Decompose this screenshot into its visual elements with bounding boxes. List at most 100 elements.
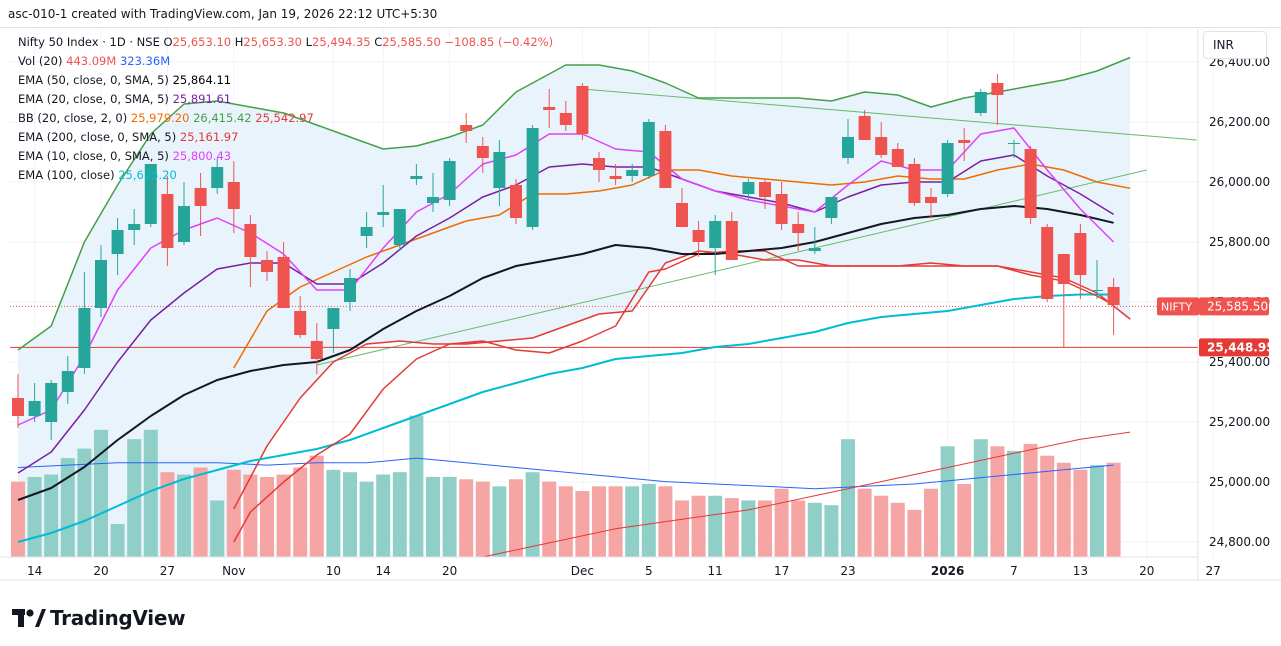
header-caption: asc-010-1 created with TradingView.com, … bbox=[8, 7, 438, 21]
legend-indicator-value: 25,979.20 bbox=[131, 111, 193, 125]
symbol-tag bbox=[1157, 297, 1199, 316]
volume-bar bbox=[1090, 465, 1104, 557]
volume-bar bbox=[210, 500, 225, 557]
tradingview-logo[interactable]: TradingView bbox=[12, 604, 186, 632]
candle-body bbox=[78, 308, 91, 368]
time-tick-label: 14 bbox=[27, 564, 42, 578]
volume-bar bbox=[1056, 462, 1071, 557]
volume-bar bbox=[60, 458, 75, 557]
candle-body bbox=[294, 311, 307, 335]
volume-bar bbox=[260, 476, 274, 557]
candle-body bbox=[227, 182, 240, 209]
candle-body bbox=[593, 158, 605, 170]
candle-body bbox=[277, 257, 290, 308]
volume-bar bbox=[924, 488, 938, 557]
candle-body bbox=[1008, 143, 1020, 144]
candle-body bbox=[12, 398, 24, 416]
legend-indicator-value: 25,800.43 bbox=[173, 149, 232, 163]
currency-selector-button[interactable]: INR bbox=[1203, 31, 1267, 59]
candle-body bbox=[161, 194, 174, 248]
legend-indicator-value: 25,161.97 bbox=[180, 130, 239, 144]
candle-body bbox=[991, 83, 1004, 95]
bb-upper-line bbox=[17, 56, 1131, 351]
candle-body bbox=[742, 182, 755, 194]
time-tick-label: 5 bbox=[645, 564, 653, 578]
time-tick-label: Dec bbox=[571, 564, 594, 578]
price-tick-label: 25,400.00 bbox=[1209, 355, 1270, 369]
legend-symbol: Nifty 50 Index · 1D · NSE bbox=[18, 35, 164, 49]
candle-body bbox=[526, 128, 539, 227]
price-tick-label: 26,000.00 bbox=[1209, 175, 1270, 189]
volume-bar bbox=[359, 481, 374, 557]
volume-bar bbox=[376, 474, 391, 557]
volume-bar bbox=[1040, 455, 1055, 557]
candle-body bbox=[244, 224, 257, 257]
candle-body bbox=[858, 116, 871, 140]
candle-body bbox=[344, 278, 356, 302]
hline-price-label: 25,448.95 bbox=[1207, 340, 1275, 354]
volume-bar bbox=[758, 500, 772, 557]
candle-body bbox=[261, 260, 273, 272]
candle-body bbox=[128, 224, 141, 230]
volume-bar bbox=[343, 472, 357, 557]
chart-header: asc-010-1 created with TradingView.com, … bbox=[0, 0, 1281, 28]
candle-body bbox=[941, 143, 954, 194]
candle-body bbox=[443, 161, 456, 200]
candle-body bbox=[178, 206, 190, 242]
volume-bar bbox=[243, 474, 258, 557]
legend-indicator-value: 25,625.20 bbox=[118, 168, 177, 182]
candle-body bbox=[1024, 149, 1037, 218]
time-tick-label: 7 bbox=[1010, 564, 1018, 578]
candle-body bbox=[576, 86, 589, 134]
volume-bar bbox=[957, 483, 972, 557]
candle-body bbox=[1091, 290, 1103, 291]
volume-bar bbox=[27, 476, 42, 557]
tradingview-logo-text: TradingView bbox=[50, 606, 186, 630]
legend-indicator-row: BB (20, close, 2, 0) 25,979.20 26,415.42… bbox=[18, 111, 314, 125]
volume-bar bbox=[309, 455, 324, 557]
candle-body bbox=[327, 308, 340, 329]
candle-body bbox=[95, 260, 107, 308]
candle-body bbox=[659, 131, 672, 188]
volume-bar bbox=[492, 486, 507, 557]
volume-bar bbox=[691, 495, 706, 557]
time-tick-label: 27 bbox=[1206, 564, 1221, 578]
candle-body bbox=[875, 137, 888, 155]
legend-indicator-value: 25,542.97 bbox=[255, 111, 314, 125]
volume-bar bbox=[990, 446, 1005, 557]
volume-bar bbox=[177, 474, 191, 557]
volume-bar bbox=[1007, 450, 1021, 557]
volume-bar bbox=[326, 469, 341, 557]
volume-bar bbox=[293, 467, 308, 557]
tradingview-logo-icon bbox=[12, 609, 46, 627]
price-tick-label: 24,800.00 bbox=[1209, 535, 1270, 549]
volume-bar bbox=[11, 481, 25, 557]
volume-bar bbox=[575, 491, 590, 557]
legend-indicator-row: Vol (20) 443.09M 323.36M bbox=[18, 54, 170, 68]
volume-bar bbox=[841, 439, 855, 557]
volume-bar bbox=[77, 448, 92, 557]
candle-body bbox=[759, 182, 771, 197]
volume-bar bbox=[426, 476, 440, 557]
volume-bar bbox=[973, 439, 988, 557]
legend-indicator-value: 323.36M bbox=[120, 54, 170, 68]
candle-body bbox=[842, 137, 854, 158]
candle-body bbox=[559, 113, 572, 125]
volume-bar bbox=[874, 495, 889, 557]
volume-bars bbox=[11, 415, 1121, 557]
volume-bar bbox=[708, 495, 723, 557]
plot-area bbox=[10, 56, 1198, 557]
price-tick-label: 25,200.00 bbox=[1209, 415, 1270, 429]
ema-200-line bbox=[233, 250, 1114, 543]
hline-price-tag bbox=[1199, 338, 1269, 357]
legend-indicator-row: EMA (20, close, 0, SMA, 5) 25,891.61 bbox=[18, 92, 231, 106]
time-tick-label: Nov bbox=[222, 564, 245, 578]
legend-close: 25,585.50 bbox=[382, 35, 444, 49]
volume-bar bbox=[442, 476, 457, 557]
volume-bar bbox=[542, 481, 557, 557]
time-tick-label: 2026 bbox=[931, 564, 964, 578]
candle-body bbox=[1057, 254, 1070, 284]
candle-body bbox=[460, 125, 473, 131]
candle-body bbox=[626, 170, 639, 176]
